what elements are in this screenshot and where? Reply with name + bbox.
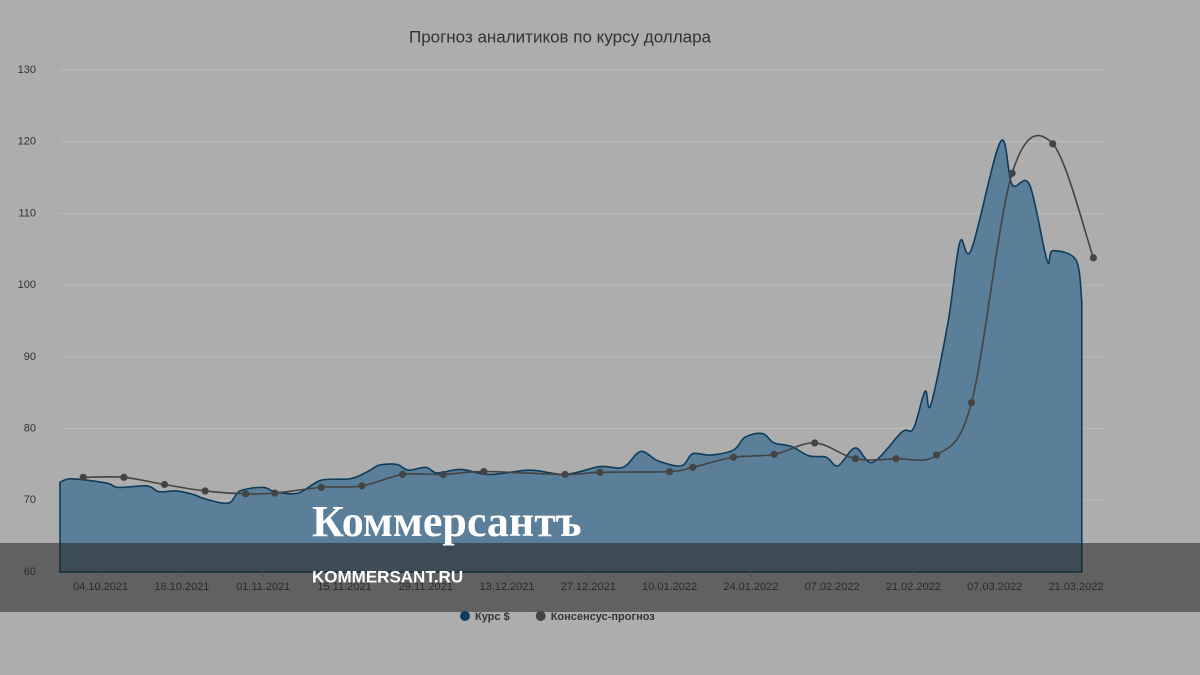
point — [160, 480, 169, 489]
point — [892, 455, 900, 463]
point — [811, 439, 819, 447]
point — [398, 470, 407, 479]
point — [851, 455, 859, 463]
point — [770, 450, 778, 458]
point — [242, 490, 250, 498]
point — [933, 451, 941, 459]
point — [439, 470, 447, 479]
point — [271, 489, 279, 497]
legend-label: Консенсус-прогноз — [551, 611, 656, 623]
point — [689, 463, 697, 471]
legend-label: Курс $ — [475, 611, 510, 623]
point — [1049, 140, 1057, 148]
y-tick-label: 90 — [24, 351, 36, 363]
legend-marker — [535, 611, 546, 621]
area — [59, 139, 1083, 573]
y-tick-label: 70 — [24, 494, 36, 506]
point — [1008, 169, 1016, 177]
point — [1089, 254, 1097, 262]
point — [561, 470, 569, 479]
point — [967, 399, 976, 407]
point — [358, 482, 366, 490]
watermark-band — [0, 543, 1200, 612]
point — [665, 468, 674, 476]
point — [201, 487, 209, 495]
point — [120, 473, 128, 481]
chart-title: Прогноз аналитиков по курсу доллара — [409, 27, 712, 46]
point — [79, 473, 87, 481]
y-tick-label: 120 — [18, 136, 36, 148]
y-tick-label: 80 — [24, 422, 36, 434]
y-tick-label: 130 — [18, 64, 36, 76]
point — [596, 468, 604, 476]
point — [729, 453, 738, 461]
watermark-url: KOMMERSANT.RU — [312, 567, 463, 586]
point — [317, 483, 325, 491]
point — [480, 468, 488, 476]
y-tick-label: 110 — [18, 207, 36, 219]
y-tick-label: 100 — [18, 279, 36, 291]
legend-marker — [460, 611, 470, 621]
watermark-brand: Коммерсантъ — [312, 497, 582, 546]
